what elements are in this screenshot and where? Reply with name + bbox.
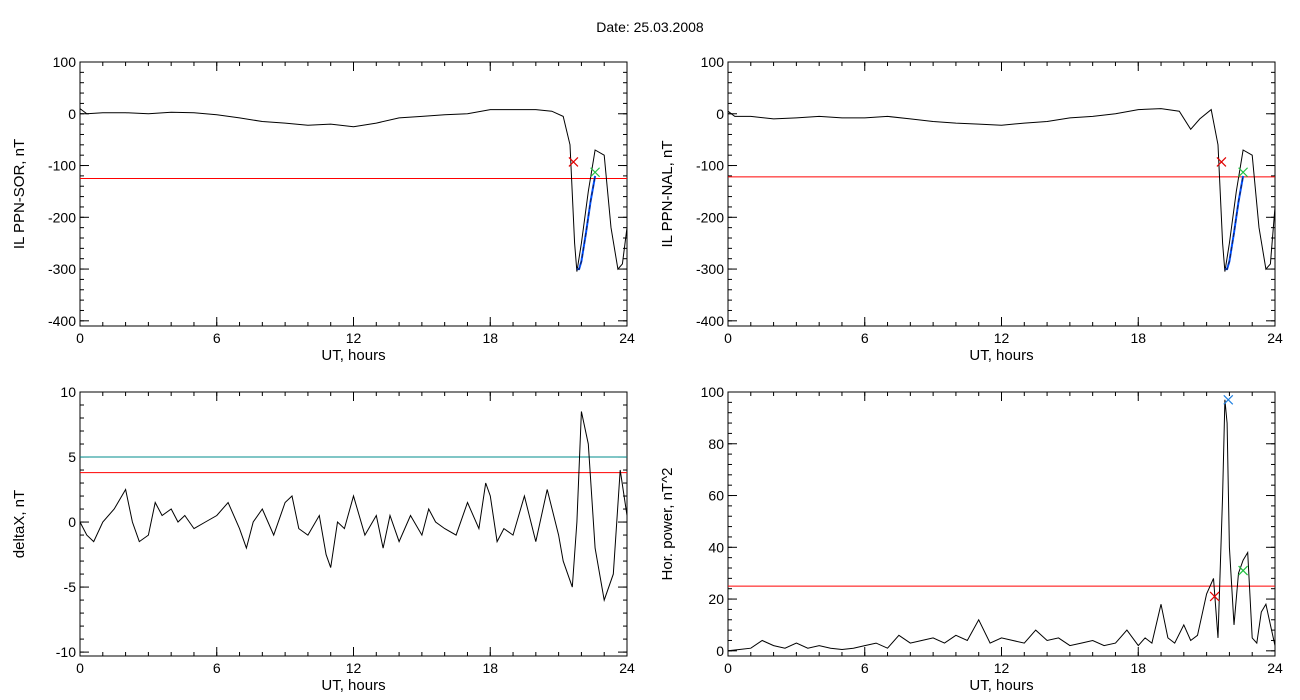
x-tick-label: 0 xyxy=(724,330,732,346)
x-axis-label: UT, hours xyxy=(321,347,385,364)
marker-stroke xyxy=(1209,591,1220,602)
y-tick-label: 100 xyxy=(701,54,725,70)
plot-frame xyxy=(79,61,628,327)
y-tick-label: -100 xyxy=(48,158,76,174)
data-line xyxy=(728,399,1275,652)
y-axis-label: deltaX, nT xyxy=(11,490,28,558)
fit-line-dashed xyxy=(576,175,596,270)
marker-green xyxy=(1238,565,1249,576)
marker-stroke xyxy=(590,167,601,178)
chart-panel-1: 0 6 12 18 24 -400 -300 -200 -100 0 100 UT, hours IL … xyxy=(11,54,635,364)
x-tick-label: 6 xyxy=(213,660,221,676)
x-tick-label: 18 xyxy=(1130,330,1146,346)
series-group xyxy=(80,411,627,603)
y-axis-label: IL PPN-NAL, nT xyxy=(659,141,676,248)
y-tick-label: 0 xyxy=(68,106,76,122)
x-tick-label: 0 xyxy=(724,660,732,676)
y-axis-label: IL PPN-SOR, nT xyxy=(11,139,28,249)
y-tick-label: 0 xyxy=(716,643,724,659)
marker-red xyxy=(1209,591,1220,602)
marker-green xyxy=(590,167,601,178)
y-tick-label: 0 xyxy=(716,106,724,122)
data-line xyxy=(80,108,627,272)
y-tick-label: -10 xyxy=(56,644,76,660)
x-tick-label: 0 xyxy=(76,330,84,346)
y-axis-label: Hor. power, nT^2 xyxy=(659,468,676,581)
chart-panel-2: 0 6 12 18 24 -400 -300 -200 -100 0 100 UT, hours IL … xyxy=(659,54,1283,364)
y-tick-label: -400 xyxy=(696,313,724,329)
y-tick-label: -300 xyxy=(696,261,724,277)
y-tick-label: 100 xyxy=(53,54,77,70)
y-tick-label: -300 xyxy=(48,261,76,277)
x-tick-label: 6 xyxy=(861,330,869,346)
x-axis-label: UT, hours xyxy=(321,677,385,694)
y-tick-label: -100 xyxy=(696,158,724,174)
marker-stroke xyxy=(1238,167,1249,178)
x-tick-label: 24 xyxy=(1267,660,1283,676)
x-tick-label: 24 xyxy=(1267,330,1283,346)
series-group xyxy=(80,108,627,272)
x-tick-label: 0 xyxy=(76,660,84,676)
marker-stroke xyxy=(1216,156,1227,167)
marker-stroke xyxy=(568,156,579,167)
series-group xyxy=(728,108,1275,272)
y-tick-label: 5 xyxy=(68,449,76,465)
x-tick-label: 24 xyxy=(619,330,635,346)
x-tick-label: 12 xyxy=(994,330,1010,346)
x-axis-label: UT, hours xyxy=(969,347,1033,364)
x-tick-label: 12 xyxy=(346,660,362,676)
marker-stroke xyxy=(1238,565,1249,576)
plot-frame xyxy=(727,391,1276,657)
y-tick-label: 100 xyxy=(701,384,725,400)
x-tick-label: 18 xyxy=(482,330,498,346)
x-tick-label: 24 xyxy=(619,660,635,676)
y-tick-label: 0 xyxy=(68,514,76,530)
x-tick-label: 18 xyxy=(482,660,498,676)
y-tick-label: 80 xyxy=(708,436,724,452)
plot-frame xyxy=(727,61,1276,327)
marker-red xyxy=(1216,156,1227,167)
x-tick-label: 6 xyxy=(861,660,869,676)
marker-red xyxy=(568,156,579,167)
marker-blue xyxy=(1223,394,1234,405)
y-tick-label: 40 xyxy=(708,539,724,555)
fit-line-dashed xyxy=(1224,175,1244,270)
chart-panel-3: 0 6 12 18 24 -10 -5 0 5 10 UT, hours deltaX, nT xyxy=(11,384,635,694)
data-line xyxy=(80,411,627,603)
x-axis-label: UT, hours xyxy=(969,677,1033,694)
marker-green xyxy=(1238,167,1249,178)
series-group xyxy=(728,399,1275,652)
y-tick-label: -200 xyxy=(48,209,76,225)
x-tick-label: 6 xyxy=(213,330,221,346)
x-tick-label: 12 xyxy=(346,330,362,346)
data-line xyxy=(728,108,1275,272)
x-tick-label: 12 xyxy=(994,660,1010,676)
y-tick-label: -400 xyxy=(48,313,76,329)
marker-stroke xyxy=(1223,394,1234,405)
y-tick-label: -5 xyxy=(64,579,77,595)
y-tick-label: 60 xyxy=(708,488,724,504)
y-tick-label: 10 xyxy=(60,384,76,400)
page-title: Date: 25.03.2008 xyxy=(596,19,704,35)
chart-panel-4: 0 6 12 18 24 0 20 40 60 80 100 UT, hours Hor. power,… xyxy=(659,384,1283,694)
x-tick-label: 18 xyxy=(1130,660,1146,676)
y-tick-label: -200 xyxy=(696,209,724,225)
y-tick-label: 20 xyxy=(708,591,724,607)
plot-frame xyxy=(79,391,628,657)
